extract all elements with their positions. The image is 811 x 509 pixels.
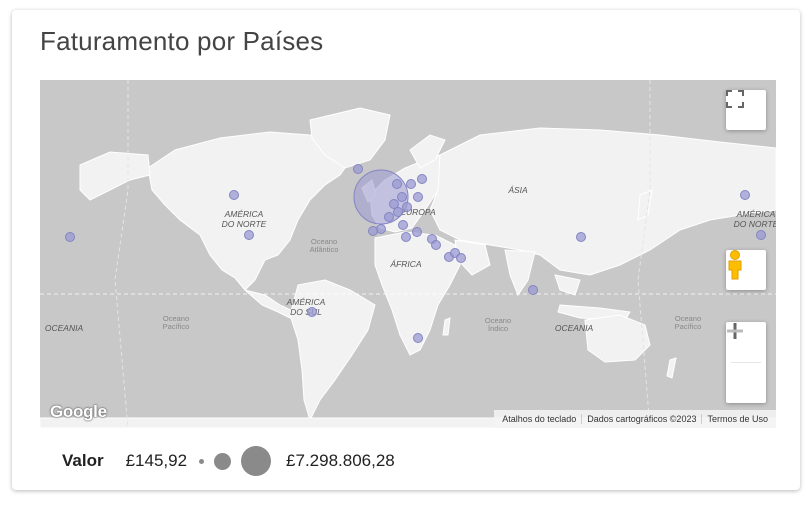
label-pacific-left-2: Pacífico (163, 322, 190, 331)
marker[interactable] (397, 192, 407, 202)
keyboard-shortcuts-link[interactable]: Atalhos do teclado (502, 414, 577, 424)
marker[interactable] (307, 307, 317, 317)
dateline (114, 80, 651, 428)
label-asia: ÁSIA (507, 185, 528, 195)
marker[interactable] (756, 230, 766, 240)
marker[interactable] (456, 253, 466, 263)
land-australia (584, 314, 651, 363)
marker[interactable] (401, 232, 411, 242)
marker[interactable] (431, 240, 441, 250)
label-north-america-2: DO NORTE (222, 219, 267, 229)
fullscreen-icon (726, 90, 744, 108)
legend-label: Valor (62, 451, 104, 470)
land-india (504, 249, 536, 297)
label-africa: ÁFRICA (389, 259, 422, 269)
label-pacific-right: Oceano (675, 314, 701, 323)
label-south-america: AMÉRICA (286, 297, 326, 307)
size-legend: Valor £145,92 £7.298.806,28 (62, 444, 395, 478)
marker[interactable] (392, 179, 402, 189)
pegman-icon (728, 250, 742, 280)
marker[interactable] (384, 212, 394, 222)
label-pacific-left: Oceano (163, 314, 189, 323)
google-logo[interactable]: Google (50, 402, 107, 421)
marker[interactable] (389, 199, 399, 209)
label-north-america: AMÉRICA (224, 209, 264, 219)
marker[interactable] (528, 285, 538, 295)
zoom-out-button[interactable] (726, 329, 766, 403)
land-greenland (309, 107, 391, 169)
legend-dot-small (199, 458, 205, 464)
marker[interactable] (402, 202, 412, 212)
land-japan (637, 189, 653, 221)
land-north-america (147, 131, 353, 291)
geo-map[interactable]: AMÉRICA DO NORTE AMÉRICA DO NORTE AMÉRIC… (40, 80, 776, 428)
map-canvas: AMÉRICA DO NORTE AMÉRICA DO NORTE AMÉRIC… (40, 80, 776, 428)
chart-title: Faturamento por Países (40, 26, 324, 56)
label-south-america-2: DO SUL (290, 307, 322, 317)
marker[interactable] (65, 232, 75, 242)
marker[interactable] (398, 220, 408, 230)
label-europe: EUROPA (400, 207, 436, 217)
marker[interactable] (576, 232, 586, 242)
land-se-asia (554, 274, 581, 296)
terms-link[interactable]: Termos de Uso (701, 414, 773, 424)
marker[interactable] (353, 164, 363, 174)
marker[interactable] (229, 190, 239, 200)
land-madagascar (442, 317, 451, 336)
land-new-zealand (666, 357, 677, 379)
label-atlantic: Oceano (311, 237, 337, 246)
marker[interactable] (740, 190, 750, 200)
legend-min-value: £145,92 (125, 451, 188, 470)
data-markers[interactable] (65, 164, 766, 343)
zoom-controls (726, 322, 766, 403)
marker[interactable] (406, 179, 416, 189)
land-asia (429, 127, 776, 276)
map-data-text: Dados cartográficos ©2023 (581, 414, 701, 424)
land-scandinavia (409, 134, 446, 169)
label-indian-2: Índico (488, 324, 508, 333)
minus-icon (727, 329, 743, 333)
label-pacific-right-2: Pacífico (675, 322, 702, 331)
marker[interactable] (393, 207, 403, 217)
marker[interactable] (413, 333, 423, 343)
fullscreen-button[interactable] (726, 90, 766, 130)
ocean-labels: Oceano Atlântico Oceano Pacífico Oceano … (163, 237, 702, 333)
chart-card: Faturamento por Países (12, 10, 800, 490)
map-attribution: Atalhos do teclado Dados cartográficos ©… (494, 410, 776, 428)
land-alaska (79, 151, 151, 201)
marker[interactable] (244, 230, 254, 240)
legend-max-value: £7.298.806,28 (286, 451, 395, 470)
region-labels: AMÉRICA DO NORTE AMÉRICA DO NORTE AMÉRIC… (45, 185, 776, 333)
legend-dot-medium (214, 452, 232, 470)
label-north-america-right: AMÉRICA (736, 209, 776, 219)
street-view-pegman-button[interactable] (726, 250, 766, 290)
land-africa (374, 231, 461, 356)
label-atlantic-2: Atlântico (310, 245, 339, 254)
legend-dot-large (241, 446, 272, 476)
zoom-divider (731, 362, 761, 363)
label-indian: Oceano (485, 316, 511, 325)
marker[interactable] (368, 226, 378, 236)
marker[interactable] (412, 227, 422, 237)
label-oceania-right: OCEANIA (555, 323, 594, 333)
marker[interactable] (413, 192, 423, 202)
label-north-america-right-2: DO NORTE (734, 219, 776, 229)
marker[interactable] (417, 174, 427, 184)
label-oceania-left: OCEANIA (45, 323, 84, 333)
